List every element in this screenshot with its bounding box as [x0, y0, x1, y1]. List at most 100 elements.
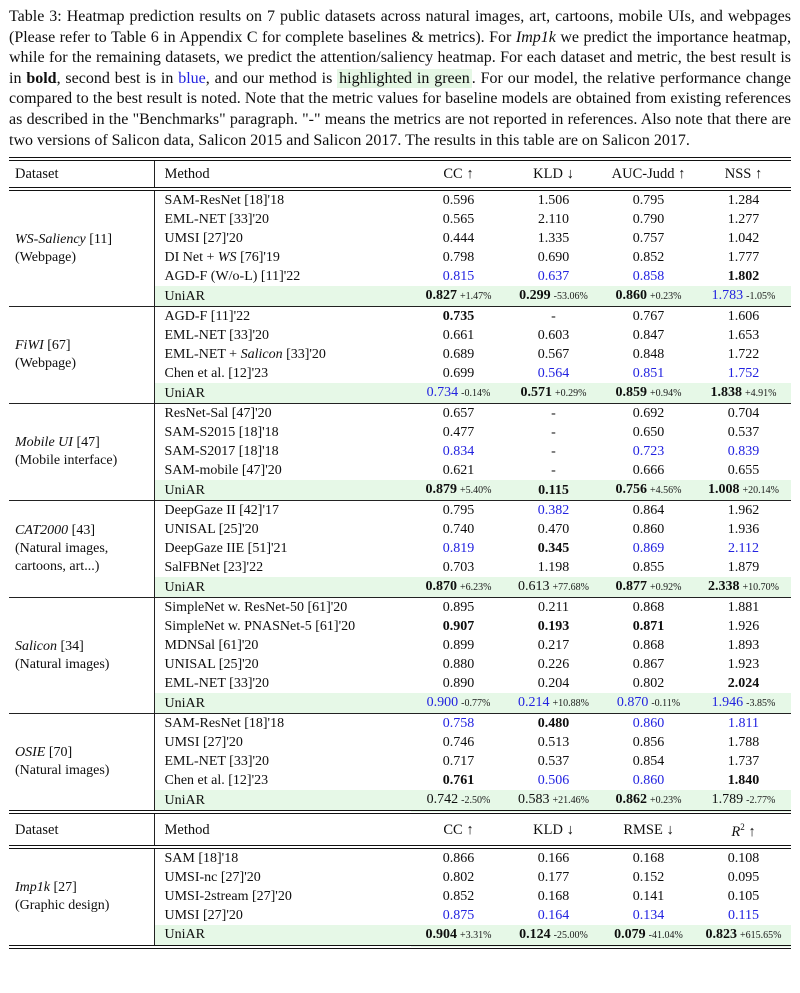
metric-value: 0.868: [632, 638, 665, 654]
metric-cell: 0.767: [601, 307, 696, 327]
metric-cell: 0.880: [411, 655, 506, 674]
metric-value: 0.890: [442, 676, 475, 692]
metric-value: 0.877: [615, 579, 648, 595]
metric-cell: 0.819: [411, 539, 506, 558]
metric-value: 0.613: [518, 579, 550, 595]
metric-cell: 0.168: [601, 847, 696, 868]
dataset-block-ws-saliency: WS-Saliency [11] (Webpage) SAM-ResNet [18]…: [9, 189, 791, 307]
metric-cell: 1.042: [696, 229, 791, 248]
metric-value: 1.838: [710, 385, 743, 401]
metric-value: 0.204: [537, 676, 570, 692]
metric-value: -: [551, 463, 556, 479]
metric-value: 0.689: [442, 347, 475, 363]
method-row: SAM-mobile [47]'20 0.621 - 0.666 0.655: [9, 461, 791, 481]
method-italic-part: WS: [217, 250, 237, 266]
metric-value: 0.839: [727, 444, 760, 460]
metric-cell: 1.802: [696, 267, 791, 286]
metric-cell: 0.868: [601, 598, 696, 618]
metric-cell: 0.105: [696, 887, 791, 906]
metric-delta: +0.23%: [650, 795, 682, 807]
metric-cell: 0.168: [506, 887, 601, 906]
metric-value: 0.382: [537, 503, 570, 519]
metric-label: AUC-Judd: [611, 166, 675, 183]
metric-cell: 0.477: [411, 423, 506, 442]
metric-value: 1.198: [537, 560, 570, 576]
metric-value: 1.962: [727, 503, 760, 519]
metric-value: 0.761: [442, 773, 475, 789]
metric-cell: 0.470: [506, 520, 601, 539]
method-cell: UniAR: [153, 924, 411, 947]
metric-cell: 0.613 +77.68%: [506, 577, 601, 598]
metric-cell: 1.777: [696, 248, 791, 267]
metric-delta: -53.06%: [553, 291, 588, 303]
dataset-cell: FiWI [67] (Webpage): [9, 307, 154, 404]
uniar-row: UniAR 0.870 +6.23% 0.613 +77.68% 0.877 +0.92% 2…: [9, 577, 791, 598]
metric-cell: 0.166: [506, 847, 601, 868]
dataset-name: Mobile UI: [15, 435, 73, 451]
metric-cell: 0.869: [601, 539, 696, 558]
metric-cell: 0.108: [696, 847, 791, 868]
dataset-name: Salicon: [15, 638, 57, 654]
metric-cell: 0.790: [601, 210, 696, 229]
metric-value: 1.284: [727, 193, 760, 209]
metric-label: R: [731, 823, 741, 840]
metric-cell: 0.692: [601, 404, 696, 424]
dataset-ref: [43]: [71, 523, 95, 539]
method-row: MDNSal [61]'20 0.899 0.217 0.868 1.893: [9, 636, 791, 656]
dataset-name: WS-Saliency: [15, 231, 86, 247]
metric-value: 0.571: [520, 385, 553, 401]
metric-value: 0.583: [518, 792, 550, 808]
metric-cell: 0.193: [506, 617, 601, 636]
metric-value: 0.740: [442, 522, 475, 538]
method-row: SalFBNet [23]'22 0.703 1.198 0.855 1.879: [9, 558, 791, 578]
metric-value: 0.115: [538, 482, 569, 498]
metric-value: 1.926: [727, 619, 760, 635]
metric-value: 0.790: [632, 212, 665, 228]
metric-cell: 0.095: [696, 868, 791, 887]
dataset-description: (Mobile interface): [15, 453, 118, 469]
header-method: Method: [153, 159, 411, 190]
metric-value: 1.277: [727, 212, 760, 228]
metric-value: 2.338: [708, 579, 740, 595]
metric-cell: 0.860 +0.23%: [601, 286, 696, 307]
metric-value: 0.108: [727, 850, 760, 866]
metric-cell: 0.852: [411, 887, 506, 906]
metric-value: 2.112: [728, 541, 759, 557]
metric-delta: +10.70%: [742, 582, 779, 594]
metric-value: 0.819: [442, 541, 475, 557]
metric-cell: 1.840: [696, 771, 791, 790]
caption-green-highlight: highlighted in green: [337, 68, 472, 88]
metric-value: 1.789: [711, 792, 744, 808]
method-row: FiWI [67] (Webpage) AGD-F [11]'22 0.735 - 0.7…: [9, 306, 791, 371]
method-cell: UniAR: [153, 577, 411, 598]
metric-cell: 0.862 +0.23%: [601, 790, 696, 813]
method-italic-part: Salicon: [240, 347, 283, 363]
method-cell: UNISAL [25]'20: [153, 520, 411, 540]
method-cell: ResNet-Sal [47]'20: [153, 403, 411, 424]
method-row: Salicon [34] (Natural images) SimpleNet w.…: [9, 597, 791, 672]
metric-value: 0.596: [442, 193, 475, 209]
header-metric-kld: KLD ↓: [506, 812, 601, 847]
uniar-row: UniAR 0.879 +5.40% 0.115 0.756 +4.56% 1.008 +20…: [9, 480, 791, 501]
metric-cell: 1.653: [696, 326, 791, 345]
method-cell: AGD-F [11]'22: [153, 306, 411, 327]
dataset-cell: OSIE [70] (Natural images): [9, 714, 154, 813]
caption-text-1: Table 3: Heatmap prediction results on 7…: [9, 8, 791, 46]
metric-cell: 0.565: [411, 210, 506, 229]
metric-value: 0.703: [442, 560, 475, 576]
metric-delta: +21.46%: [552, 795, 589, 807]
method-row: Chen et al. [12]'23 0.699 0.564 0.851 1.752: [9, 364, 791, 384]
arrow-up-icon: ↑: [751, 166, 763, 183]
header-metric-kld: KLD ↓: [506, 159, 601, 189]
metric-value: 0.860: [632, 522, 665, 538]
metric-value: 0.506: [537, 773, 570, 789]
metric-cell: 0.756 +4.56%: [601, 480, 696, 501]
metric-value: 0.444: [442, 231, 475, 247]
method-row: EML-NET [33]'20 0.565 2.110 0.790 1.277: [9, 210, 791, 230]
metric-cell: 0.603: [506, 326, 601, 345]
metric-cell: 0.115: [696, 906, 791, 925]
metric-cell: 0.164: [506, 906, 601, 925]
dataset-description: (Graphic design): [15, 897, 110, 913]
header-metric-cc: CC ↑: [411, 812, 506, 847]
caption-text-4: , and our method is: [205, 69, 338, 87]
